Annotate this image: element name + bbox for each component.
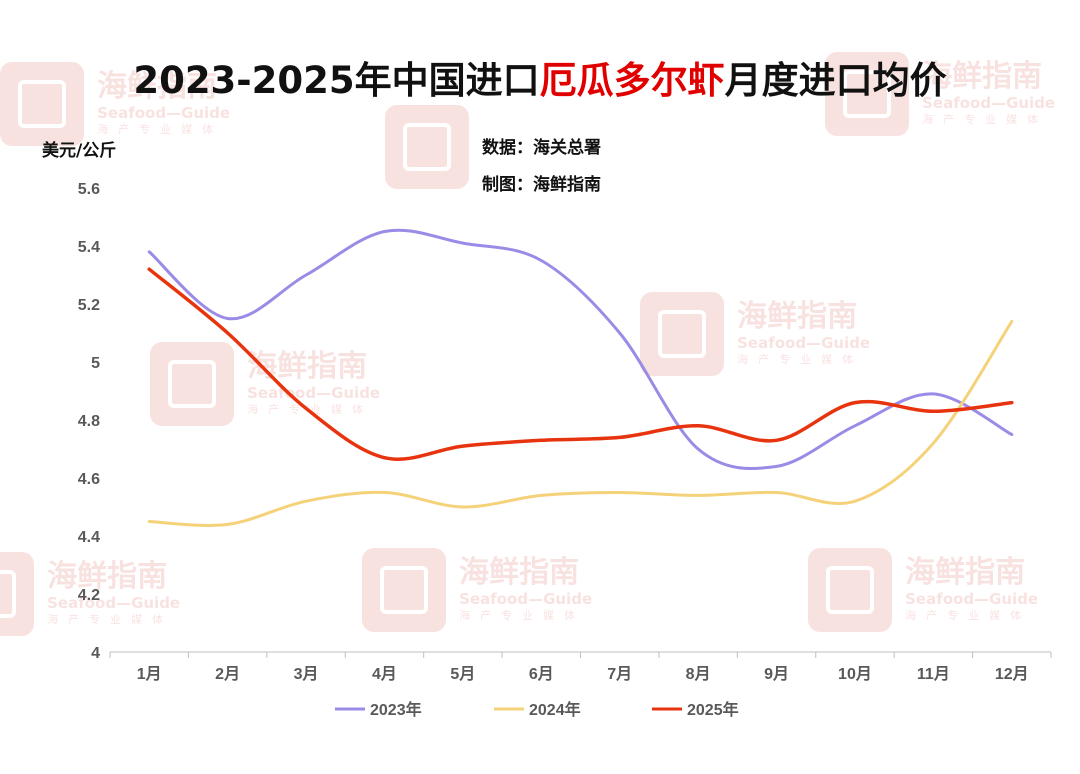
legend-label: 2023年	[370, 700, 422, 719]
series-line-2024年	[147, 319, 1014, 527]
x-tick-label: 2月	[215, 665, 240, 683]
x-tick-label: 7月	[607, 665, 632, 683]
x-tick-label: 11月	[917, 665, 950, 683]
x-tick-label: 6月	[529, 665, 554, 683]
y-tick-label: 5.4	[78, 239, 100, 256]
data-source-label: 数据：海关总署	[482, 138, 601, 158]
series-line-2025年	[147, 267, 1014, 461]
title-part-2: 月度进口均价	[724, 59, 947, 102]
x-tick-label: 1月	[137, 665, 162, 683]
legend-label: 2024年	[529, 700, 581, 719]
y-tick-label: 5.6	[78, 181, 100, 198]
x-tick-label: 12月	[995, 665, 1029, 683]
x-tick-label: 3月	[294, 665, 319, 683]
x-tick-label: 10月	[838, 665, 872, 683]
y-tick-label: 4	[91, 645, 100, 662]
x-tick-label: 9月	[764, 665, 789, 683]
x-tick-label: 8月	[686, 665, 711, 683]
y-tick-label: 4.4	[78, 529, 100, 546]
y-tick-label: 5	[91, 355, 100, 372]
x-tick-label: 5月	[450, 665, 475, 683]
chart-maker-label: 制图：海鲜指南	[482, 175, 601, 195]
legend-label: 2025年	[687, 700, 739, 719]
y-tick-label: 4.8	[78, 413, 100, 430]
x-tick-label: 4月	[372, 665, 397, 683]
y-tick-label: 5.2	[78, 297, 100, 314]
title-highlight: 厄瓜多尔虾	[539, 59, 725, 102]
title-part-1: 2023-2025年中国进口	[133, 59, 540, 102]
chart-title: 2023-2025年中国进口厄瓜多尔虾月度进口均价	[0, 50, 1080, 104]
y-tick-label: 4.6	[78, 471, 100, 488]
y-axis-label: 美元/公斤	[42, 141, 117, 161]
series-line-2023年	[147, 228, 1014, 471]
y-tick-label: 4.2	[78, 587, 100, 604]
